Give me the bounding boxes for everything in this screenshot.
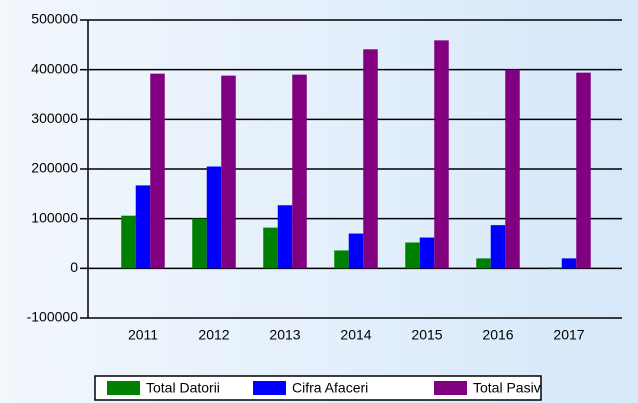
legend-swatch: [253, 381, 286, 395]
y-tick-label: 300000: [31, 110, 78, 126]
bar: [150, 73, 165, 269]
legend-label: Cifra Afaceri: [292, 380, 368, 396]
bar: [192, 218, 207, 269]
bar: [476, 258, 491, 269]
y-tick-label: 400000: [31, 60, 78, 76]
y-tick-label: 200000: [31, 160, 78, 176]
bar: [334, 250, 349, 269]
bar: [405, 242, 420, 269]
bar: [121, 215, 136, 269]
x-tick-label: 2017: [553, 327, 584, 343]
y-tick-label: 100000: [31, 209, 78, 225]
bar: [505, 69, 520, 269]
bar: [490, 225, 506, 269]
bar: [419, 237, 435, 269]
x-tick-label: 2016: [482, 327, 513, 343]
bar: [348, 233, 364, 269]
legend-swatch: [107, 381, 140, 395]
x-tick-label: 2015: [411, 327, 442, 343]
bar: [292, 74, 307, 269]
bar: [135, 185, 151, 269]
bar: [206, 166, 222, 269]
bar: [277, 205, 293, 269]
x-tick-label: 2012: [198, 327, 229, 343]
legend-swatch: [434, 381, 467, 395]
legend-label: Total Datorii: [146, 380, 220, 396]
bar: [561, 258, 577, 269]
x-tick-label: 2014: [340, 327, 371, 343]
y-tick-label: 0: [70, 259, 78, 275]
x-tick-label: 2011: [128, 327, 158, 343]
bar: [547, 267, 562, 269]
bar: [363, 49, 378, 269]
y-tick-label: 500000: [31, 11, 78, 27]
bar: [576, 72, 591, 269]
bar: [263, 227, 278, 269]
legend-label: Total Pasiv: [473, 380, 541, 396]
y-tick-label: -100000: [27, 309, 79, 325]
bar: [434, 40, 449, 269]
bar: [221, 75, 236, 269]
x-tick-label: 2013: [269, 327, 300, 343]
